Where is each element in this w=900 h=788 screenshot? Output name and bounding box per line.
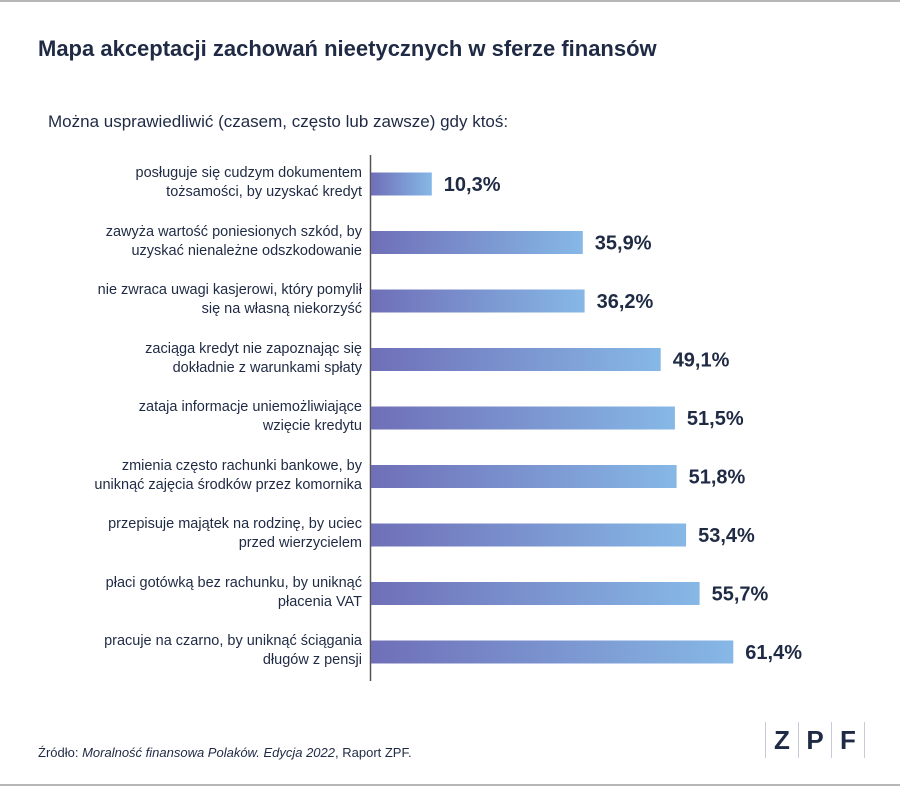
- logo-divider: [831, 722, 832, 758]
- top-rule: [0, 0, 900, 2]
- bar: [371, 231, 583, 254]
- category-label-line: zmienia często rachunki bankowe, by: [121, 457, 362, 474]
- bar: [371, 172, 432, 196]
- data-label: 36,2%: [597, 291, 654, 313]
- logo-divider: [798, 722, 799, 758]
- chart-subtitle: Można usprawiedliwić (czasem, często lub…: [48, 112, 509, 131]
- category-label-line: długów z pensji: [262, 652, 362, 668]
- data-label: 10,3%: [444, 174, 501, 196]
- category-label-line: zataja informacje uniemożliwiające: [138, 399, 362, 415]
- category-label-line: uniknąć zajęcia środków przez komornika: [94, 476, 362, 493]
- category-label-line: posługuje się cudzym dokumentem: [135, 165, 362, 181]
- category-label-line: płaci gotówką bez rachunku, by uniknąć: [105, 574, 362, 591]
- bar: [371, 348, 661, 371]
- category-label: posługuje się cudzym dokumentem tożsamośc…: [42, 164, 362, 202]
- logo-letter-f: F: [840, 724, 856, 755]
- data-label: 53,4%: [698, 525, 755, 547]
- category-label-line: zawyża wartość poniesionych szkód, by: [105, 223, 362, 240]
- category-label: zawyża wartość poniesionych szkód, by uzy…: [42, 223, 362, 261]
- source-suffix: , Raport ZPF.: [335, 745, 412, 760]
- category-label-line: się na własną niekorzyść: [201, 301, 362, 317]
- bar: [371, 465, 677, 488]
- zpf-logo: Z P F: [765, 722, 865, 758]
- data-label: 35,9%: [595, 233, 652, 255]
- category-label-line: wzięcie kredytu: [262, 418, 362, 434]
- source-title: Moralność finansowa Polaków. Edycja 2022: [82, 745, 336, 760]
- category-label-line: płacenia VAT: [277, 593, 362, 610]
- category-label-line: przed wierzycielem: [238, 535, 362, 551]
- category-label: zaciąga kredyt nie zapoznając się dokładn…: [42, 340, 362, 378]
- logo-divider: [765, 722, 766, 758]
- category-label-line: dokładnie z warunkami spłaty: [172, 359, 362, 376]
- bar: [371, 640, 734, 664]
- data-label: 51,8%: [689, 467, 746, 489]
- logo-letter-z: Z: [774, 724, 790, 755]
- category-label: płaci gotówką bez rachunku, by uniknąć pł…: [42, 574, 362, 612]
- category-label-line: nie zwraca uwagi kasjerowi, który pomyli…: [97, 282, 362, 298]
- bar: [371, 406, 675, 430]
- category-label-line: tożsamości, by uzyskać kredyt: [166, 184, 362, 200]
- category-label: przepisuje majątek na rodzinę, by uciec p…: [42, 515, 362, 553]
- category-label: nie zwraca uwagi kasjerowi, który pomyli…: [42, 281, 362, 319]
- category-label-line: przepisuje majątek na rodzinę, by uciec: [108, 516, 362, 532]
- bar: [371, 582, 700, 605]
- category-label-line: pracuje na czarno, by uniknąć ściągania: [104, 633, 362, 649]
- source-prefix: Źródło:: [38, 745, 83, 760]
- data-label: 51,5%: [687, 408, 744, 430]
- source-note: Źródło: Moralność finansowa Polaków. Edy…: [38, 745, 412, 760]
- chart-title: Mapa akceptacji zachowań nieetycznych w …: [38, 36, 657, 61]
- category-label: pracuje na czarno, by uniknąć ściągania d…: [42, 632, 362, 670]
- data-label: 61,4%: [745, 642, 802, 664]
- bottom-rule: [0, 784, 900, 786]
- category-label: zmienia często rachunki bankowe, by unikn…: [42, 457, 362, 495]
- logo-letter-p: P: [806, 724, 824, 755]
- bar: [371, 523, 687, 547]
- category-label-line: zaciąga kredyt nie zapoznając się: [145, 340, 362, 357]
- logo-divider: [864, 722, 865, 758]
- category-label-line: uzyskać nienależne odszkodowanie: [131, 242, 362, 259]
- data-label: 49,1%: [673, 350, 730, 372]
- data-label: 55,7%: [712, 584, 769, 606]
- bar: [371, 289, 585, 313]
- category-label: zataja informacje uniemożliwiające wzięci…: [42, 398, 362, 436]
